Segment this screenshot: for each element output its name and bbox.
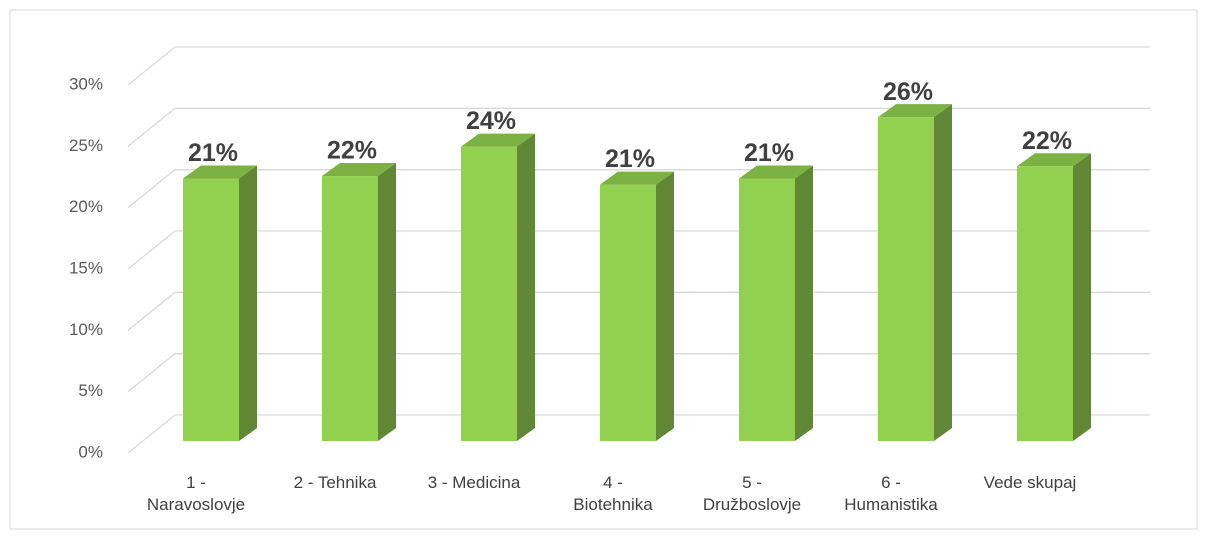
x-tick-label: 2 - Tehnika [293,473,377,492]
grid-line [127,230,1150,270]
bar [1017,166,1073,441]
x-tick-label: Vede skupaj [983,473,1077,492]
data-label: 24% [466,107,516,135]
bar-top [1017,153,1091,167]
bar [600,184,656,442]
grid-line [127,169,1150,209]
y-tick-label: 30% [69,74,103,93]
data-label: 21% [744,139,794,167]
y-tick-label: 25% [69,136,103,155]
bar-top [600,171,674,185]
grid-line [127,46,1150,86]
bar-top [322,163,396,177]
bar [322,176,378,442]
x-tick-label: 6 - Humanistika [844,473,938,514]
grid-line [127,414,1150,454]
data-label: 22% [327,137,377,165]
bar-side [934,104,952,441]
y-tick-label: 15% [69,258,103,277]
bar [878,117,934,441]
y-tick-label: 10% [69,320,103,339]
bar [461,146,517,441]
x-tick-label: 3 - Medicina [427,473,521,492]
y-tick-label: 0% [78,442,103,461]
grid-line [127,353,1150,393]
bar-side [517,133,535,441]
bar-side [1073,153,1091,441]
y-tick-label: 20% [69,197,103,216]
data-label: 22% [1022,127,1072,155]
x-tick-label: 4 - Biotehnika [573,473,653,514]
bar [183,178,239,441]
bar-top [878,104,952,118]
bar-top [461,133,535,147]
bar-side [656,171,674,442]
data-label: 26% [883,78,933,106]
bar-top [183,165,257,179]
bar-top [739,165,813,179]
bar-side [795,165,813,441]
bar-side [378,163,396,442]
bar [739,178,795,441]
data-label: 21% [188,139,238,167]
x-tick-label: 1 - Naravoslovje [146,473,246,514]
grid-line [127,107,1150,147]
grid-line [127,291,1150,331]
data-label: 21% [605,145,655,173]
bar-side [239,165,257,441]
x-tick-label: 5 - Družboslovje [702,473,802,514]
y-tick-label: 5% [78,381,103,400]
